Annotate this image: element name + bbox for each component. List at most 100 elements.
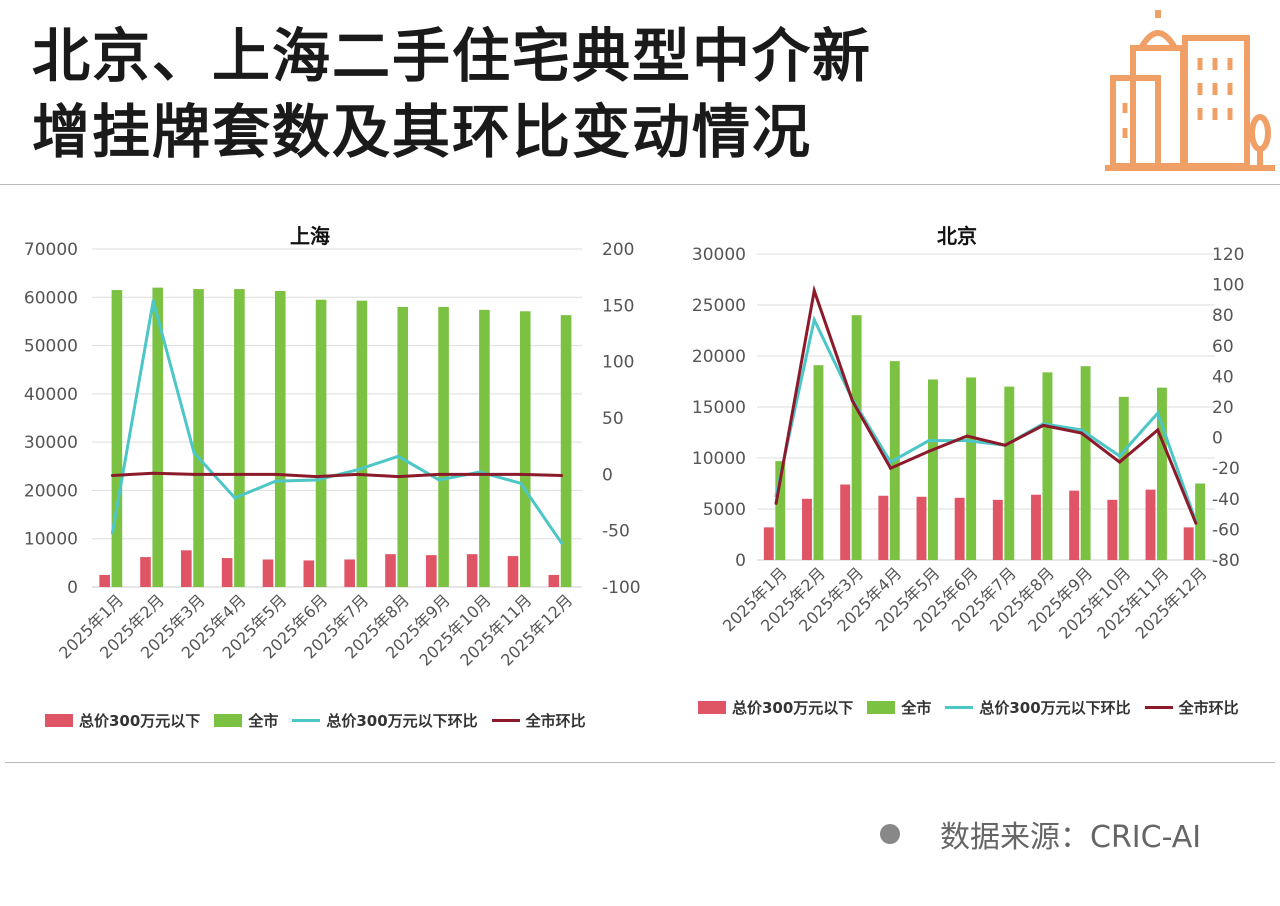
charts: 上海010000200003000040000500006000070000-1…	[24, 224, 1245, 670]
y-tick-label: 25000	[692, 296, 746, 316]
y2-tick-label: 40	[1212, 367, 1234, 387]
bar-all	[519, 311, 531, 587]
bar-all	[274, 291, 286, 587]
line-point	[396, 475, 400, 479]
line-point	[560, 473, 564, 477]
bar-all	[966, 377, 977, 560]
bar-all	[1004, 386, 1015, 560]
line-point	[1118, 454, 1122, 458]
line-point	[396, 454, 400, 458]
line-point	[1156, 411, 1160, 415]
building-icon	[1105, 8, 1275, 177]
y-tick-label: 20000	[24, 481, 78, 501]
legend-shanghai: 总价300万元以下 全市 总价300万元以下环比 全市环比	[45, 710, 586, 731]
bar-all	[1195, 483, 1206, 560]
y2-tick-label: 150	[602, 296, 634, 316]
y2-tick-label: 50	[602, 409, 624, 429]
line-point	[437, 478, 441, 482]
bar-under300	[99, 574, 110, 587]
y2-tick-label: 100	[602, 353, 634, 373]
line-point	[774, 501, 778, 505]
line-point	[110, 473, 114, 477]
line-point	[519, 481, 523, 485]
y-tick-label: 15000	[692, 398, 746, 418]
bar-all	[1118, 396, 1129, 560]
y-tick-label: 30000	[692, 245, 746, 265]
line-point	[315, 475, 319, 479]
bar-under300	[916, 496, 927, 560]
divider-bottom	[5, 762, 1275, 763]
bar-under300	[221, 558, 233, 587]
line-point	[889, 460, 893, 464]
legend-label: 总价300万元以下环比	[979, 699, 1131, 717]
bar-all	[234, 289, 245, 587]
line-point	[315, 478, 319, 482]
line-point	[233, 472, 237, 476]
y2-tick-label: 100	[1212, 276, 1244, 296]
y2-tick-label: 0	[1212, 429, 1223, 449]
line-point	[1194, 521, 1198, 525]
y2-tick-label: 0	[602, 465, 613, 485]
bar-under300	[507, 556, 519, 587]
bar-under300	[1107, 499, 1118, 560]
bar-under300	[548, 574, 560, 587]
legend-item-under300: 总价300万元以下	[698, 697, 853, 718]
y2-tick-label: -40	[1212, 490, 1240, 510]
chart-title: 上海	[290, 224, 330, 248]
y-tick-label: 5000	[703, 500, 746, 520]
line-point	[1079, 428, 1083, 432]
bullet-icon	[880, 824, 900, 844]
y-tick-label: 40000	[24, 385, 78, 405]
line-point	[1003, 443, 1007, 447]
chart-title: 北京	[937, 224, 977, 248]
y2-tick-label: 120	[1212, 245, 1244, 265]
line-under300-mom	[774, 315, 1198, 523]
y2-tick-label: -80	[1212, 551, 1240, 571]
bar-under300	[1183, 527, 1194, 560]
bar-under300	[303, 560, 315, 587]
y2-tick-label: 200	[602, 240, 634, 260]
y-tick-label: 30000	[24, 433, 78, 453]
bar-under300	[1145, 489, 1156, 560]
line-point	[519, 472, 523, 476]
line-point	[478, 470, 482, 474]
bar-all	[111, 290, 123, 587]
line-point	[1118, 460, 1122, 464]
line-point	[274, 472, 278, 476]
y-tick-label: 50000	[24, 337, 78, 357]
line-point	[192, 472, 196, 476]
bar-under300	[992, 499, 1003, 560]
line-point	[927, 439, 931, 443]
line-point	[1041, 423, 1045, 427]
line-point	[274, 479, 278, 483]
page-title: 北京、上海二手住宅典型中介新 增挂牌套数及其环比变动情况	[32, 18, 872, 170]
bar-under300	[1031, 494, 1041, 560]
legend-label: 总价300万元以下	[79, 712, 201, 730]
line-point	[437, 472, 441, 476]
bar-under300	[426, 555, 437, 587]
bar-under300	[466, 554, 478, 587]
bar-under300	[954, 497, 965, 560]
legend-item-under300-mom: 总价300万元以下环比	[945, 697, 1131, 718]
line-point	[192, 451, 196, 455]
bar-under300	[344, 559, 355, 587]
y-tick-label: 10000	[692, 449, 746, 469]
bar-all	[479, 309, 490, 587]
y2-tick-label: 20	[1212, 398, 1234, 418]
line-under300-mom	[110, 300, 563, 544]
bar-under300	[878, 495, 889, 560]
y2-tick-label: -60	[1212, 520, 1240, 540]
line-point	[1079, 431, 1083, 435]
bar-all	[813, 365, 824, 560]
legend-item-all: 全市	[214, 710, 278, 731]
bar-under300	[1069, 490, 1080, 560]
line-point	[927, 449, 931, 453]
line-point	[965, 439, 969, 443]
line-point	[965, 434, 969, 438]
y2-tick-label: -100	[602, 578, 641, 598]
bar-under300	[181, 550, 192, 587]
line-point	[233, 496, 237, 500]
legend-item-all: 全市	[867, 697, 931, 718]
bar-all	[193, 289, 204, 587]
line-point	[812, 318, 816, 322]
